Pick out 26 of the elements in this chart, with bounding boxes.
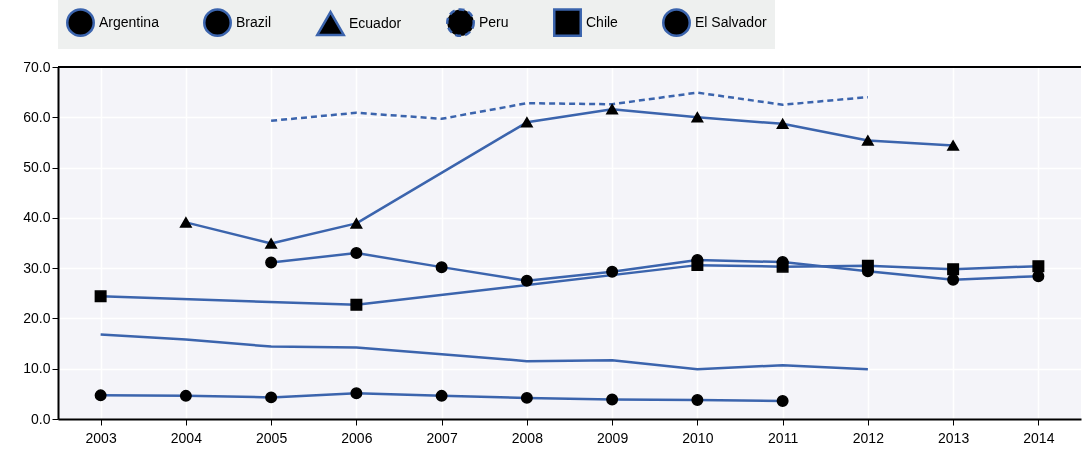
y-tick-label: 20.0 [23,309,51,326]
x-tick-label: 2003 [85,429,117,446]
legend-label: Chile [586,13,619,30]
x-tick-label: 2006 [341,429,373,446]
x-tick-label: 2011 [768,429,799,446]
y-tick-label: 50.0 [23,159,51,176]
legend-label: Ecuador [349,14,402,31]
legend-label: Brazil [236,13,272,30]
y-tick-label: 0.0 [31,410,51,427]
y-tick-label: 30.0 [23,259,51,276]
y-tick-label: 10.0 [23,360,51,377]
x-tick-label: 2007 [426,429,458,446]
x-tick-label: 2013 [938,429,970,446]
x-tick-label: 2012 [852,429,885,446]
legend-label: El Salvador [695,13,767,30]
legend-label: Argentina [99,13,160,30]
y-tick-label: 60.0 [23,108,51,125]
y-tick-label: 70.0 [23,58,51,75]
x-tick-label: 2004 [170,429,203,446]
x-tick-label: 2014 [1023,429,1055,446]
x-tick-label: 2009 [597,429,629,446]
x-tick-label: 2008 [511,429,544,446]
x-tick-label: 2010 [682,429,714,446]
y-tick-label: 40.0 [23,209,51,226]
legend-label: Peru [479,13,509,30]
x-tick-label: 2005 [256,429,288,446]
